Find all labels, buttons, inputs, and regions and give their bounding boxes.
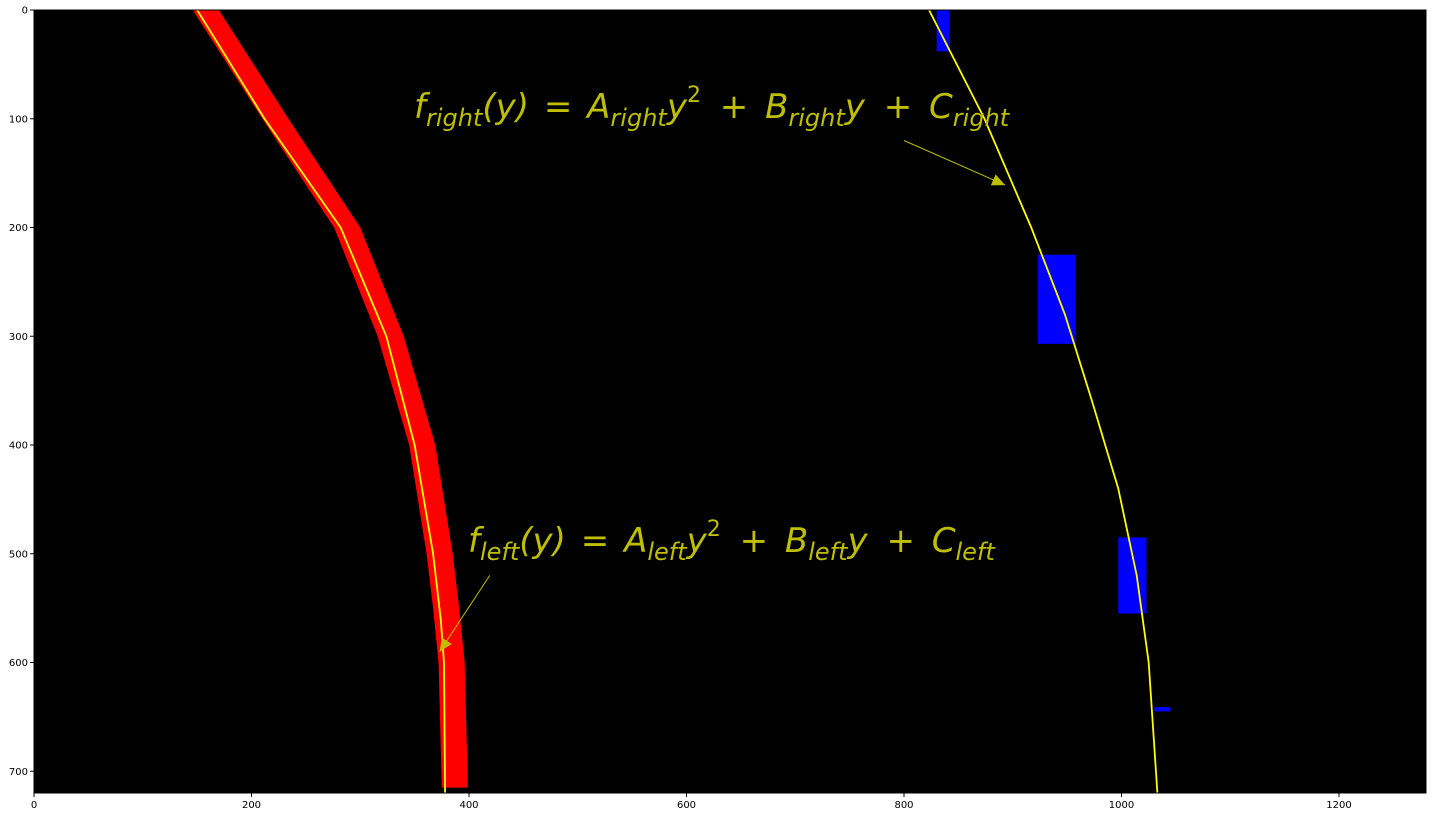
left-lane-band — [192, 10, 468, 788]
x-tick-label: 200 — [242, 800, 261, 811]
annotation-arrowhead-right — [990, 174, 1006, 186]
annotation-right: fright(y) = Arighty2 + Brighty + Cright — [414, 71, 1011, 132]
x-tick-label: 1000 — [1109, 800, 1134, 811]
y-tick-label: 300 — [9, 332, 28, 343]
right-lane-pixel-cluster — [1154, 707, 1171, 712]
y-tick-label: 500 — [9, 549, 28, 560]
y-tick-label: 100 — [9, 114, 28, 125]
right-lane-pixel-cluster — [1118, 537, 1147, 614]
annotation-arrow-left — [439, 575, 491, 652]
y-tick-label: 200 — [9, 223, 28, 234]
x-tick-label: 1200 — [1326, 800, 1351, 811]
plot-area — [34, 10, 1426, 793]
annotation-arrowhead-left — [439, 637, 452, 652]
fit-line-right — [928, 9, 1159, 794]
y-tick-label: 600 — [9, 658, 28, 669]
y-tick-label: 400 — [9, 441, 28, 452]
annotation-left: fleft(y) = Alefty2 + Blefty + Cleft — [468, 505, 996, 566]
right-lane-pixels — [936, 10, 1171, 712]
x-tick-label: 800 — [894, 800, 913, 811]
axes-frame — [33, 9, 1427, 794]
y-tick-label: 700 — [9, 767, 28, 778]
right-lane-pixel-cluster — [936, 10, 950, 52]
y-tick-label: 0 — [22, 6, 28, 17]
x-tick-label: 0 — [31, 800, 37, 811]
annotation-arrow-right — [903, 140, 1006, 186]
annotation-arrows — [439, 140, 1006, 652]
x-tick-label: 600 — [677, 800, 696, 811]
left-lane-pixels — [192, 10, 468, 788]
axes: 0 200 400 600 800 1000 1200 0 100 200 300 400 500 600… — [9, 6, 1427, 811]
x-tick-label: 400 — [459, 800, 478, 811]
